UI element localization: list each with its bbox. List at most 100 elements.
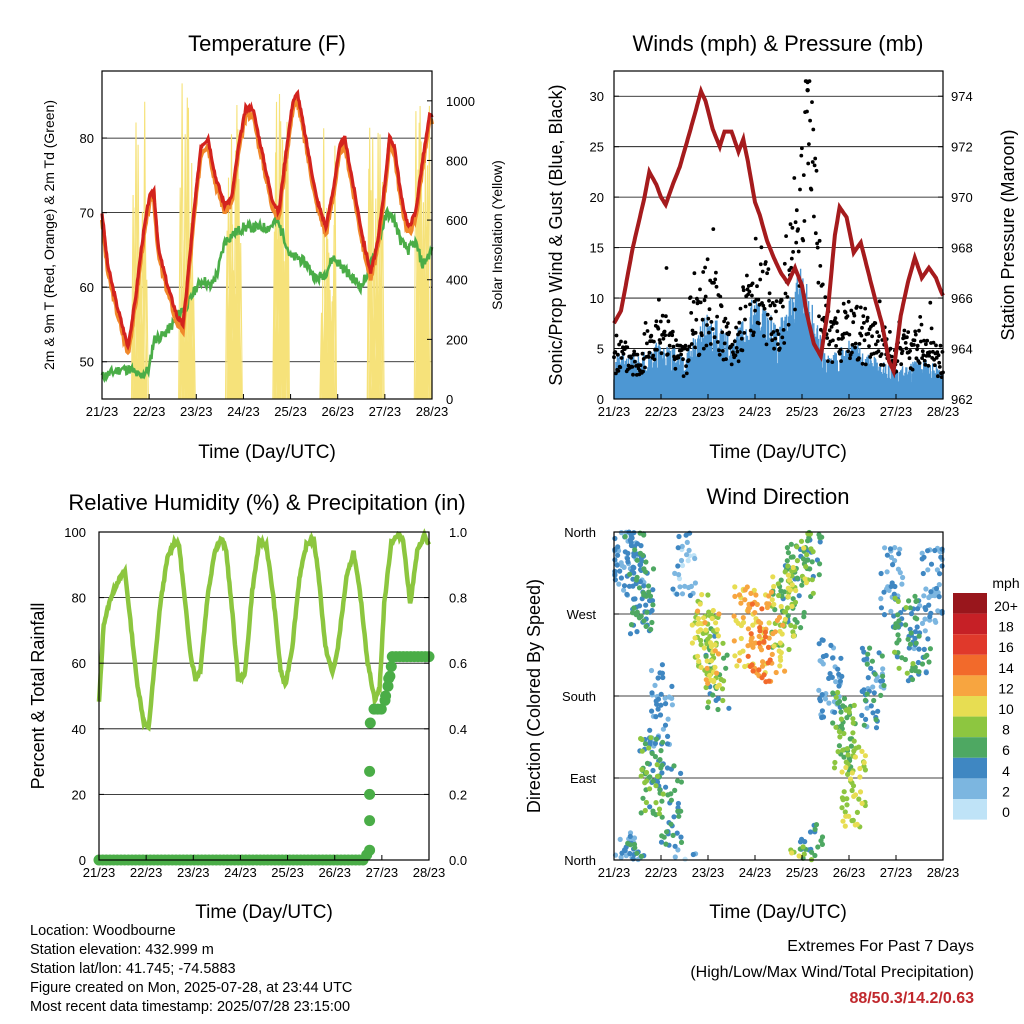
extremes-box: Extremes For Past 7 Days (High/Low/Max W… [690, 934, 974, 1012]
temperature-2m-line [100, 89, 434, 351]
humidity-x-tick-label: 26/23 [318, 865, 351, 880]
colorbar-swatch [953, 613, 987, 635]
winds-right-tick-label: 972 [951, 140, 973, 155]
humidity-plot-frame [98, 531, 430, 861]
colorbar-swatch [953, 799, 987, 820]
station-pressure-line [612, 85, 945, 379]
humidity-x-tick-label: 24/23 [224, 865, 257, 880]
humidity-right-tick-label: 0.2 [449, 787, 467, 802]
total-rainfall-dots [93, 651, 435, 866]
winds-axes: 0 5 10 15 20 25 30 962 964 966 968 970 972 974 21/23 22… [590, 89, 973, 419]
winds-right-axis-label: Station Pressure (Maroon) [998, 129, 1018, 340]
humidity-x-tick-label: 25/23 [271, 865, 304, 880]
temperature-left-tick-label: 60 [80, 280, 94, 295]
humidity-left-tick-label: 80 [72, 591, 86, 606]
winds-panel: Winds (mph) & Pressure (mb) 0 5 10 15 20 25 30… [546, 31, 1018, 463]
colorbar-label: 8 [1002, 722, 1010, 738]
humidity-right-tick-label: 0.4 [449, 722, 467, 737]
colorbar-label: 10 [998, 701, 1014, 717]
extremes-title: Extremes For Past 7 Days [787, 938, 974, 955]
winds-left-axis-label: Sonic/Prop Wind & Gust (Blue, Black) [546, 84, 566, 385]
direction-x-tick-label: 23/23 [692, 865, 725, 880]
temperature-left-axis-label: 2m & 9m T (Red, Orange) & 2m Td (Green) [41, 100, 57, 370]
colorbar-title: mph [992, 575, 1019, 591]
winds-right-tick-label: 970 [951, 190, 973, 205]
humidity-left-tick-label: 60 [72, 656, 86, 671]
humidity-right-tick-label: 0.0 [449, 853, 467, 868]
winds-right-tick-label: 964 [951, 342, 973, 357]
colorbar-swatch [953, 634, 987, 655]
direction-title: Wind Direction [706, 484, 849, 509]
station-info: Location: Woodbourne Station elevation: … [30, 922, 352, 1017]
solar-insolation-line [130, 83, 432, 400]
humidity-right-tick-label: 0.6 [449, 656, 467, 671]
direction-x-tick-label: 24/23 [739, 865, 772, 880]
direction-left-tick-label: West [567, 607, 597, 622]
temperature-right-tick-label: 1000 [446, 94, 475, 109]
gust-dots [612, 79, 945, 379]
direction-x-axis-label: Time (Day/UTC) [709, 902, 847, 923]
colorbar: 20+ 18 16 14 12 10 8 6 4 2 0 [953, 593, 1018, 820]
temperature-x-tick-label: 28/23 [416, 404, 449, 419]
winds-x-tick-label: 23/23 [692, 404, 725, 419]
temperature-x-tick-label: 26/23 [321, 404, 354, 419]
winds-right-tick-label: 974 [951, 89, 973, 104]
winds-left-tick-label: 10 [590, 291, 604, 306]
humidity-x-axis-label: Time (Day/UTC) [195, 902, 333, 923]
humidity-right-tick-label: 0.8 [449, 591, 467, 606]
extremes-description: (High/Low/Max Wind/Total Precipitation) [690, 964, 974, 981]
colorbar-label: 0 [1002, 804, 1010, 820]
winds-left-tick-label: 15 [590, 241, 604, 256]
winds-right-tick-label: 968 [951, 241, 973, 256]
temperature-right-tick-label: 800 [446, 153, 468, 168]
winds-left-tick-label: 25 [590, 140, 604, 155]
temperature-left-tick-label: 80 [80, 131, 94, 146]
temperature-x-tick-label: 21/23 [86, 404, 119, 419]
direction-left-axis-label: Direction (Colored By Speed) [524, 579, 544, 813]
winds-x-tick-label: 22/23 [645, 404, 678, 419]
humidity-series [93, 528, 435, 866]
created-text: Figure created on Mon, 2025-07-28, at 23… [30, 980, 353, 996]
humidity-left-axis-label: Percent & Total Rainfall [28, 603, 48, 790]
direction-x-tick-label: 28/23 [927, 865, 960, 880]
temperature-x-tick-label: 27/23 [369, 404, 402, 419]
temperature-right-tick-label: 600 [446, 213, 468, 228]
winds-right-tick-label: 962 [951, 392, 973, 407]
temperature-right-tick-label: 400 [446, 273, 468, 288]
direction-x-tick-label: 27/23 [880, 865, 913, 880]
winds-title: Winds (mph) & Pressure (mb) [633, 31, 924, 56]
temperature-right-tick-label: 200 [446, 332, 468, 347]
colorbar-swatch [953, 757, 987, 779]
location-text: Location: Woodbourne [30, 923, 176, 939]
humidity-x-tick-label: 22/23 [130, 865, 163, 880]
colorbar-label: 14 [998, 660, 1014, 676]
temperature-plot-frame [101, 70, 433, 400]
direction-left-tick-label: East [570, 771, 596, 786]
colorbar-label: 20+ [994, 598, 1018, 614]
colorbar-label: 4 [1002, 763, 1010, 779]
winds-left-tick-label: 0 [597, 392, 604, 407]
colorbar-swatch [953, 654, 987, 676]
winds-x-axis-label: Time (Day/UTC) [709, 442, 847, 463]
colorbar-label: 2 [1002, 783, 1010, 799]
winds-left-tick-label: 20 [590, 190, 604, 205]
humidity-x-tick-label: 28/23 [413, 865, 446, 880]
winds-right-tick-label: 966 [951, 291, 973, 306]
colorbar-label: 12 [998, 680, 1014, 696]
direction-panel: Wind Direction NorthEastSouthWestNorth21… [524, 484, 1020, 923]
winds-x-tick-label: 21/23 [598, 404, 631, 419]
humidity-x-tick-label: 21/23 [83, 865, 116, 880]
humidity-right-tick-label: 1.0 [449, 525, 467, 540]
winds-x-tick-label: 28/23 [927, 404, 960, 419]
winds-series [612, 79, 945, 399]
direction-dots-speed-8 [638, 530, 916, 863]
temperature-x-tick-label: 23/23 [180, 404, 213, 419]
winds-left-tick-label: 30 [590, 89, 604, 104]
direction-x-tick-label: 22/23 [645, 865, 678, 880]
humidity-axes: 0 20 40 60 80 100 0.0 0.2 0.4 0.6 0.8 1.0 21/23 22/23… [64, 525, 467, 880]
direction-dots-speed-14 [745, 601, 773, 685]
direction-x-tick-label: 26/23 [833, 865, 866, 880]
